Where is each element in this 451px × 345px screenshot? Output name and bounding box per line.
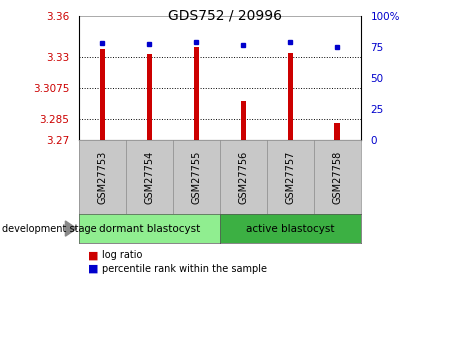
Bar: [100, 49, 105, 140]
Text: log ratio: log ratio: [102, 250, 143, 260]
Text: GSM27753: GSM27753: [97, 151, 107, 204]
Text: development stage: development stage: [2, 224, 97, 234]
Text: ■: ■: [88, 250, 98, 260]
Text: percentile rank within the sample: percentile rank within the sample: [102, 264, 267, 274]
Text: ■: ■: [88, 264, 98, 274]
Bar: [288, 53, 293, 140]
Text: GDS752 / 20996: GDS752 / 20996: [169, 9, 282, 23]
Text: GSM27756: GSM27756: [238, 151, 249, 204]
Bar: [193, 47, 199, 140]
Text: dormant blastocyst: dormant blastocyst: [99, 224, 200, 234]
Text: GSM27755: GSM27755: [191, 151, 202, 204]
Bar: [335, 123, 340, 140]
Bar: [240, 101, 246, 140]
Text: active blastocyst: active blastocyst: [246, 224, 335, 234]
Text: GSM27758: GSM27758: [332, 151, 342, 204]
Text: GSM27754: GSM27754: [144, 151, 154, 204]
Text: GSM27757: GSM27757: [285, 151, 295, 204]
Bar: [147, 54, 152, 140]
